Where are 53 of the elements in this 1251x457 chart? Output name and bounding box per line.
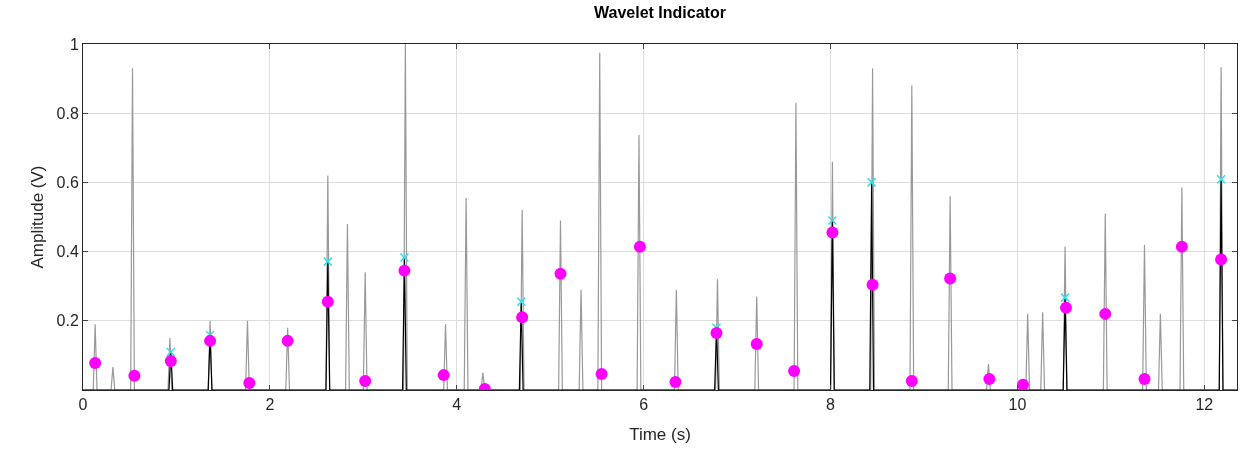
- point: [89, 357, 102, 369]
- point: [399, 252, 410, 263]
- point: [905, 375, 918, 387]
- x-tick-label: 2: [265, 396, 275, 414]
- point: [1017, 378, 1030, 390]
- x-tick-label: 6: [639, 396, 649, 414]
- point: [164, 354, 177, 367]
- y-axis-title: Amplitude (V): [28, 165, 48, 269]
- point: [1060, 292, 1070, 303]
- point: [1099, 307, 1112, 320]
- y-tick-label: 1: [69, 35, 79, 53]
- point: [166, 347, 176, 357]
- y-tick-label: 0.6: [56, 174, 79, 191]
- point: [1060, 301, 1072, 314]
- point: [323, 256, 333, 267]
- x-tick-label: 12: [1195, 396, 1214, 414]
- point: [983, 372, 996, 385]
- point: [128, 369, 141, 382]
- point: [204, 334, 217, 347]
- point: [398, 264, 411, 277]
- point: [826, 226, 839, 239]
- point: [595, 368, 608, 381]
- point: [827, 215, 838, 226]
- line-series: [83, 178, 1237, 390]
- point: [516, 311, 529, 324]
- y-tick-label: 0.2: [56, 312, 79, 330]
- point: [1216, 174, 1226, 185]
- x-axis-title: Time (s): [629, 424, 691, 444]
- point: [710, 326, 723, 339]
- point: [281, 334, 294, 347]
- point: [750, 337, 763, 350]
- point: [866, 177, 877, 188]
- x-tick-label: 8: [826, 396, 836, 414]
- point: [633, 240, 646, 253]
- point: [788, 364, 801, 377]
- y-tick-label: 0.8: [56, 104, 79, 122]
- point: [866, 278, 879, 291]
- point: [516, 297, 526, 307]
- point: [554, 267, 567, 280]
- point: [1138, 372, 1151, 385]
- x-tick-label: 0: [78, 396, 88, 414]
- point: [437, 369, 450, 382]
- point: [669, 376, 682, 389]
- point: [359, 375, 372, 387]
- x-tick-label: 4: [452, 396, 462, 414]
- x-tick-label: 10: [1008, 396, 1027, 414]
- y-tick-label: 0.4: [56, 243, 79, 261]
- chart-title: Wavelet Indicator: [594, 4, 726, 22]
- point: [944, 272, 957, 285]
- point: [1215, 253, 1228, 266]
- point: [243, 377, 256, 390]
- point: [1175, 240, 1188, 253]
- point: [321, 295, 334, 308]
